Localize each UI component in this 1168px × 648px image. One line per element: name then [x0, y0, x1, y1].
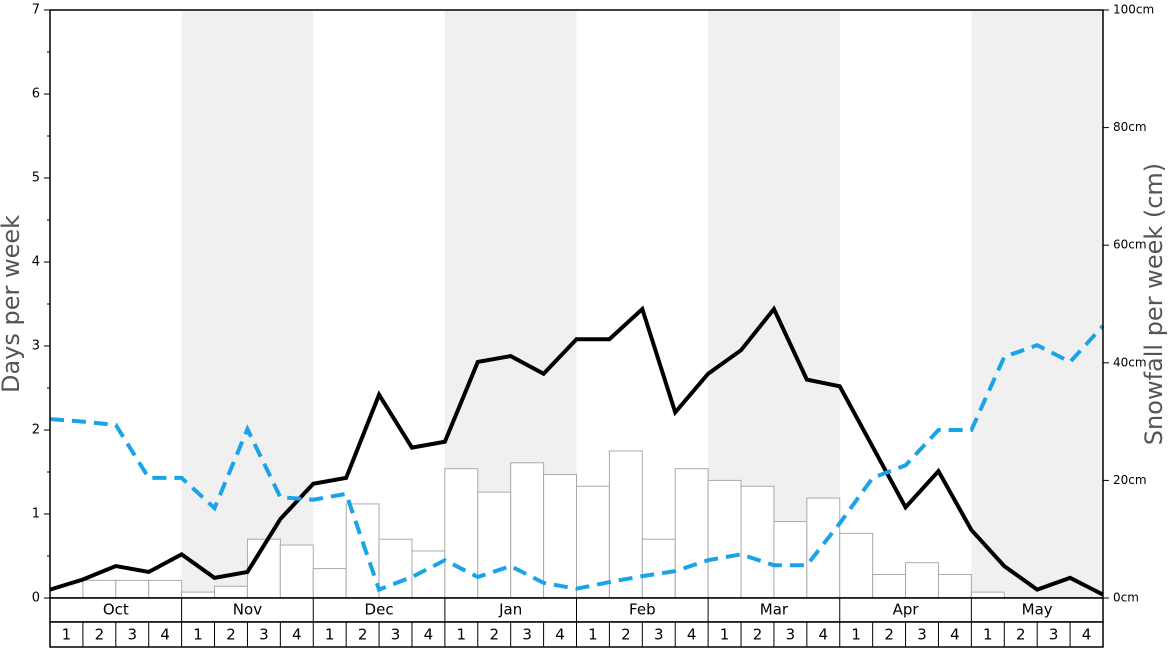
days-line — [49, 324, 1105, 593]
snowfall-bar — [905, 562, 939, 599]
month-label: Dec — [365, 601, 394, 619]
week-label: 2 — [753, 626, 763, 644]
snowfall-bar — [872, 573, 907, 599]
week-label: 3 — [391, 626, 401, 644]
y2-tick-label: 20cm — [1113, 473, 1147, 487]
week-label: 3 — [654, 626, 664, 644]
snowfall-bar — [214, 585, 248, 599]
week-label: 1 — [588, 626, 598, 644]
week-label: 2 — [1016, 626, 1026, 644]
week-label: 2 — [621, 626, 631, 644]
snowfall-bar — [510, 462, 545, 599]
snowfall-bar — [345, 503, 380, 599]
week-label: 3 — [259, 626, 269, 644]
week-label: 1 — [193, 626, 203, 644]
snowfall-bar — [477, 491, 512, 599]
week-label: 4 — [950, 626, 960, 644]
week-label: 1 — [720, 626, 730, 644]
y-tick-label: 2 — [32, 423, 40, 438]
snowfall-bar — [608, 450, 643, 599]
week-label: 3 — [522, 626, 532, 644]
month-label: Oct — [103, 601, 129, 619]
month-label: Nov — [233, 601, 262, 619]
y-tick-label: 0 — [32, 591, 40, 606]
week-label: 3 — [127, 626, 137, 644]
snowfall-bar — [279, 544, 314, 599]
snowfall-bar — [543, 474, 577, 599]
y2-tick-label: 40cm — [1113, 355, 1147, 369]
month-label: Jan — [498, 601, 522, 619]
week-label: 2 — [884, 626, 894, 644]
y-tick-label: 4 — [32, 255, 40, 270]
week-label: 4 — [687, 626, 697, 644]
snowfall-bar — [576, 485, 610, 599]
snowfall-bar — [707, 479, 742, 599]
week-label: 4 — [160, 626, 170, 644]
y2-tick-label: 60cm — [1113, 238, 1147, 252]
y2-tick-label: 80cm — [1113, 120, 1147, 134]
week-label: 4 — [292, 626, 302, 644]
week-label: 2 — [489, 626, 499, 644]
snowfall-bar — [148, 579, 183, 599]
snowfall-bar — [674, 468, 709, 599]
week-label: 3 — [1049, 626, 1059, 644]
y-tick-label: 6 — [32, 87, 40, 102]
snowfall-bar — [641, 538, 676, 599]
snowfall-bar — [806, 497, 841, 599]
snowfall-bar — [444, 468, 479, 599]
week-label: 1 — [325, 626, 335, 644]
snowfall-bar — [970, 591, 1005, 599]
week-label: 4 — [1082, 626, 1092, 644]
y2-axis-label: Snowfall per week (cm) — [1140, 163, 1168, 445]
snowfall-bar — [839, 532, 874, 599]
snowfall-bar — [937, 573, 972, 599]
week-label: 3 — [786, 626, 796, 644]
week-label: 2 — [95, 626, 105, 644]
week-label: 1 — [983, 626, 993, 644]
month-label: May — [1022, 601, 1053, 619]
snowfall-bar — [312, 568, 347, 599]
week-label: 1 — [457, 626, 467, 644]
y-tick-label: 3 — [32, 339, 40, 354]
week-label: 1 — [851, 626, 861, 644]
days-line — [49, 305, 1104, 597]
month-shade — [971, 10, 1103, 598]
y2-tick-label: 0cm — [1113, 591, 1139, 605]
y-tick-label: 1 — [32, 507, 40, 522]
week-label: 3 — [917, 626, 927, 644]
week-label: 4 — [555, 626, 565, 644]
snowfall-bar — [181, 591, 216, 599]
y-tick-label: 5 — [32, 171, 40, 186]
week-label: 1 — [62, 626, 72, 644]
month-label: Apr — [893, 601, 920, 619]
snowfall-bar — [115, 579, 150, 599]
snowfall-bar — [773, 521, 808, 599]
month-label: Mar — [760, 601, 789, 619]
snowfall-bar — [740, 485, 775, 599]
y2-tick-label: 100cm — [1113, 3, 1154, 17]
week-label: 2 — [226, 626, 236, 644]
week-label: 2 — [358, 626, 368, 644]
y-tick-label: 7 — [32, 3, 40, 18]
y-axis-label: Days per week — [0, 215, 25, 393]
week-label: 4 — [819, 626, 829, 644]
month-label: Feb — [629, 601, 656, 619]
month-shade — [181, 10, 314, 598]
snowfall-bar — [82, 579, 117, 599]
week-label: 4 — [424, 626, 434, 644]
